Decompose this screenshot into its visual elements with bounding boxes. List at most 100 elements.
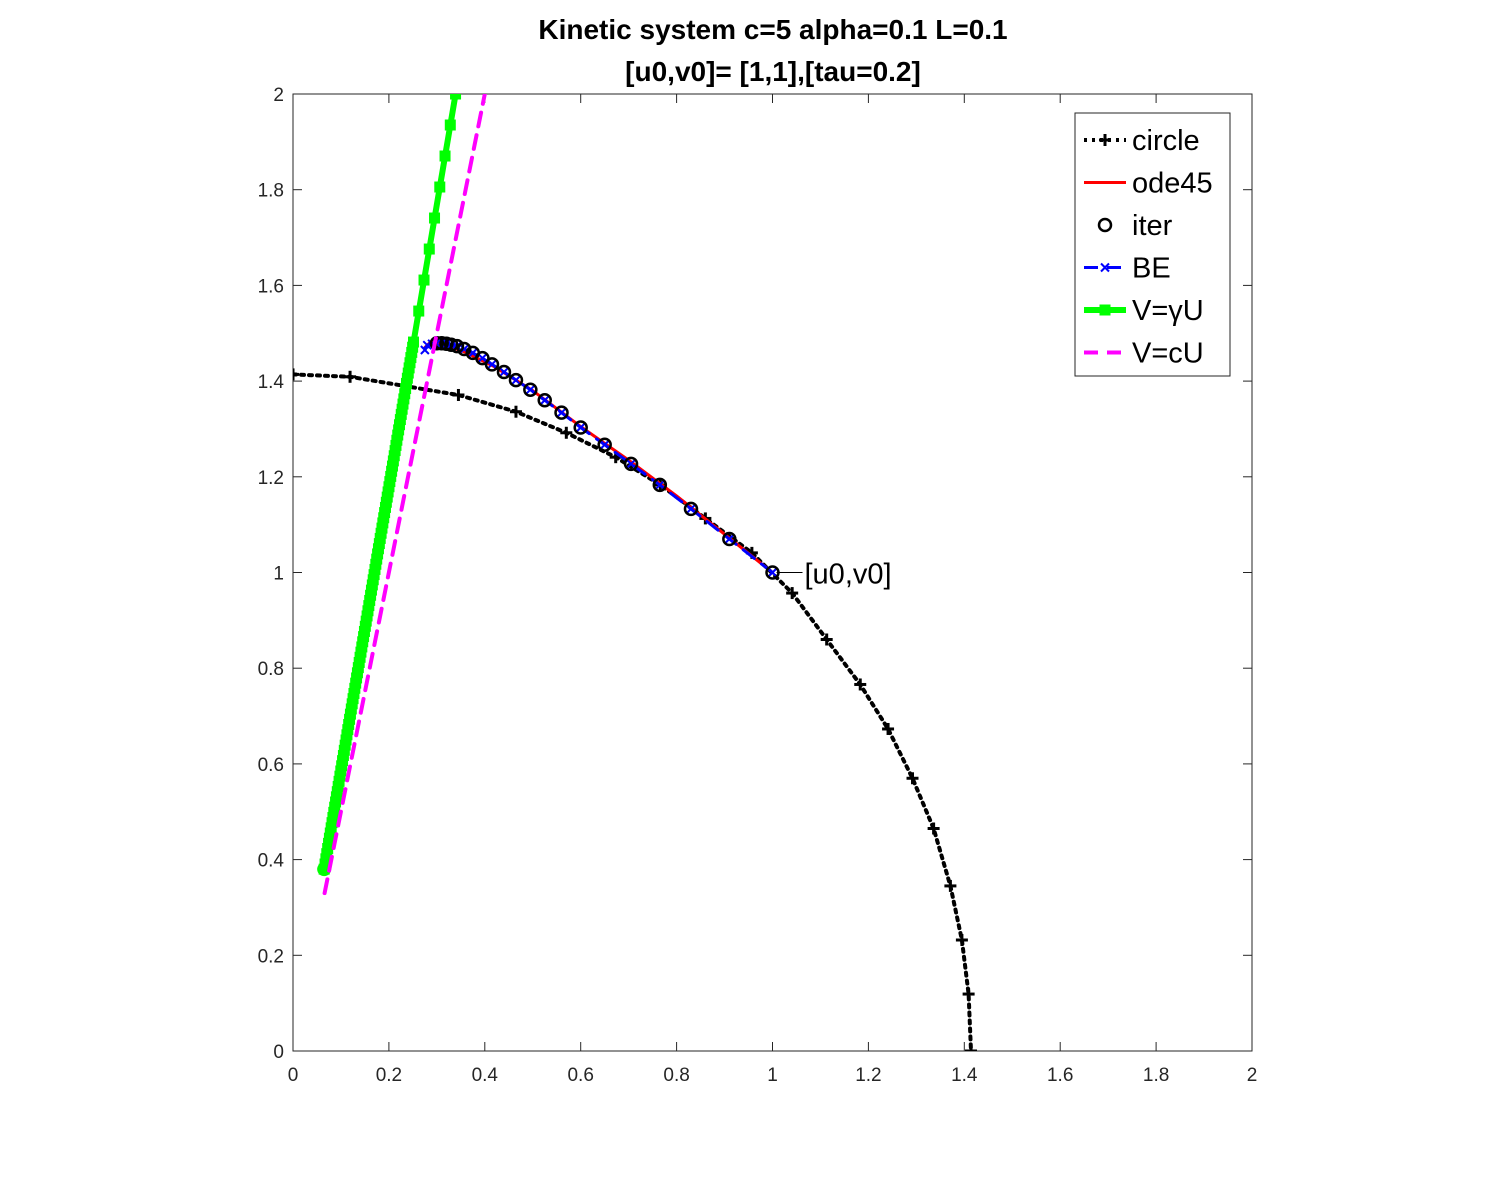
x-marker-b: [477, 353, 488, 363]
series-0-marker: [854, 678, 867, 691]
x-marker-b: [420, 345, 430, 355]
y-tick-label: 0.8: [258, 659, 284, 680]
x-tick-label: 2: [1247, 1065, 1258, 1086]
y-tick-label: 1.4: [258, 372, 285, 393]
x-tick-label: 0.4: [472, 1065, 499, 1086]
series-2-marker: [573, 420, 588, 435]
series-2-marker: [537, 392, 552, 408]
series-0-marker: [906, 772, 919, 785]
series-3-marker: [599, 440, 610, 450]
y-tick-label: 1: [273, 564, 284, 585]
annotation-label: [u0,v0]: [805, 559, 892, 591]
series-3-marker: [724, 534, 735, 544]
gamma-line-marker: [439, 150, 451, 162]
annotation-layer: [u0,v0]: [776, 559, 892, 591]
series-3-line: [423, 341, 774, 574]
x-marker-b: [525, 385, 536, 395]
series-0-marker: [560, 426, 573, 439]
series-4: [317, 94, 462, 877]
series-2-marker: [683, 501, 699, 517]
plot-area: [293, 94, 978, 1051]
series-0-marker: [962, 988, 975, 1001]
series-3-marker: [487, 359, 497, 370]
legend-entry: iter: [1097, 210, 1173, 242]
y-tick-label: 1.2: [258, 468, 284, 489]
x-marker-b: [767, 567, 778, 578]
y-tick-label: 0.2: [258, 946, 284, 967]
series-3-marker: [767, 567, 778, 578]
chart-title: Kinetic system c=5 alpha=0.1 L=0.1: [538, 14, 1007, 45]
series-3-marker: [626, 459, 636, 469]
gamma-line-marker: [434, 181, 446, 193]
series-1-line: [423, 341, 774, 574]
series-0-marker: [786, 587, 799, 600]
gamma-line-marker: [429, 212, 441, 224]
series-3-marker: [540, 395, 550, 405]
gamma-line-end: [317, 862, 332, 877]
axes: 0 0.2 0.4 0.6 0.8 1 1.2 1.4 1.6 1.8 2 0 0.2 0.4 0.6 0.8…: [258, 85, 1258, 1086]
x-marker-b: [575, 422, 586, 433]
x-tick-label: 1.8: [1143, 1065, 1169, 1086]
legend-entry: ode45: [1084, 168, 1213, 200]
series-2-marker: [456, 341, 472, 357]
series-2-marker: [496, 364, 512, 380]
series-3-marker: [499, 367, 509, 377]
series-2-marker: [722, 531, 737, 547]
series-0-marker: [509, 405, 522, 418]
series-2-marker: [652, 477, 668, 493]
x-tick-label: 0: [288, 1065, 299, 1086]
series-2-marker: [465, 345, 481, 361]
x-tick-label: 0.6: [567, 1065, 593, 1086]
legend-entry: BE: [1084, 253, 1171, 285]
series-3-marker: [575, 422, 586, 433]
series-0-marker: [955, 933, 968, 946]
series-2-marker: [554, 405, 569, 420]
x-marker-b: [540, 395, 550, 405]
x-marker-b: [655, 480, 665, 490]
series-0-marker: [452, 388, 465, 401]
y-tick-label: 1.8: [258, 181, 284, 202]
x-marker-b: [724, 534, 735, 544]
y-tick-label: 0.4: [258, 851, 285, 872]
series-1: [423, 341, 774, 574]
legend-label: ode45: [1132, 168, 1213, 200]
series-0-marker: [927, 822, 940, 835]
x-marker-b: [1100, 262, 1110, 273]
series-2-marker: [623, 456, 639, 472]
x-marker-b: [499, 367, 509, 377]
series-0-marker: [344, 370, 357, 383]
series-3-marker: [477, 353, 488, 363]
y-tick-label: 0.6: [258, 755, 284, 776]
x-tick-label: 0.2: [376, 1065, 402, 1086]
legend-entry: circle: [1084, 125, 1200, 157]
legend-label: V=cU: [1132, 338, 1204, 370]
legend-entry: V=γU: [1084, 295, 1204, 327]
legend-label: iter: [1132, 210, 1173, 242]
series-3-marker: [556, 407, 567, 418]
x-tick-label: 1.4: [951, 1065, 978, 1086]
legend: circle ode45 iter BE V=γU V=cU: [1074, 112, 1231, 377]
x-tick-label: 0.8: [663, 1065, 689, 1086]
legend-label: V=γU: [1132, 295, 1204, 327]
gamma-line-marker: [418, 274, 430, 286]
gamma-line-marker: [444, 119, 456, 131]
legend-entry: V=cU: [1084, 338, 1204, 370]
x-marker-b: [556, 407, 567, 418]
x-tick-label: 1: [767, 1065, 778, 1086]
legend-swatch-marker: [1100, 262, 1110, 273]
series-3-marker: [525, 385, 536, 395]
series-3-marker: [686, 504, 696, 514]
series-2-marker: [523, 382, 538, 397]
x-marker-b: [626, 459, 636, 469]
gamma-line-marker: [450, 94, 462, 100]
chart-subtitle: [u0,v0]= [1,1],[tau=0.2]: [625, 56, 921, 87]
x-marker-b: [599, 440, 610, 450]
y-tick-label: 2: [273, 85, 284, 106]
series-3-marker: [420, 345, 430, 355]
y-tick-label: 1.6: [258, 276, 284, 297]
series-2-marker: [508, 372, 524, 388]
series-0-marker: [882, 722, 895, 735]
legend-swatch-marker: [1099, 134, 1111, 146]
legend-box: [1074, 112, 1231, 377]
